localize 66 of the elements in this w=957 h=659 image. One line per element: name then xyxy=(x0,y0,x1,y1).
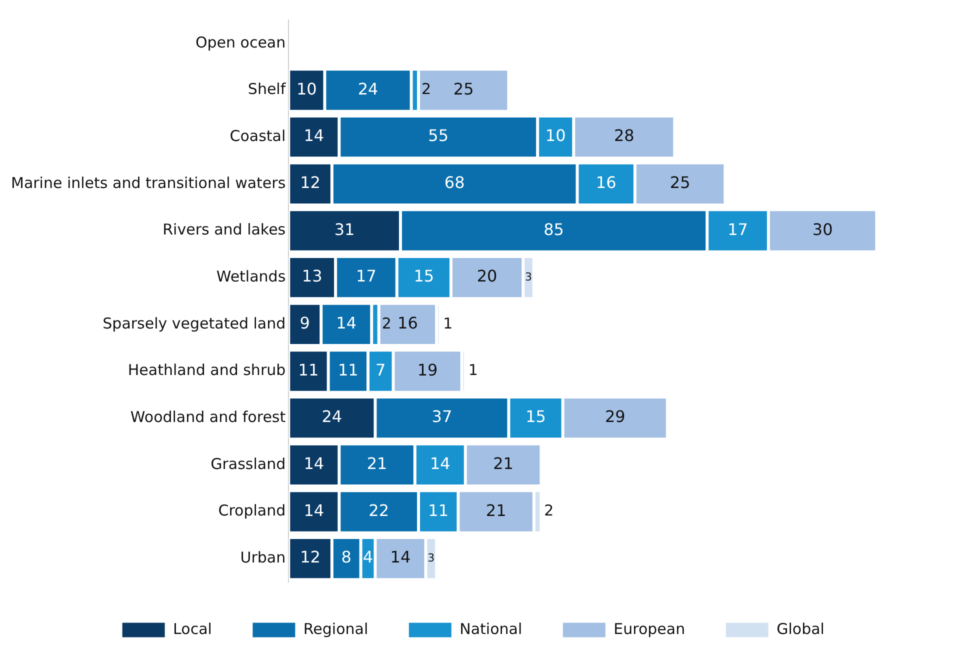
data-label: 14 xyxy=(390,548,411,567)
data-label: 11 xyxy=(428,500,449,520)
y-tick-label: Cropland xyxy=(218,502,286,520)
data-label: 55 xyxy=(428,126,449,146)
data-label: 2 xyxy=(422,80,432,98)
data-label: 17 xyxy=(356,266,376,286)
data-label: 85 xyxy=(544,220,564,239)
data-label: 17 xyxy=(728,220,748,239)
data-label: 22 xyxy=(368,500,390,520)
data-label: 12 xyxy=(300,173,320,192)
data-label: 11 xyxy=(298,360,319,380)
data-label: 25 xyxy=(453,79,474,98)
data-label: 14 xyxy=(304,126,324,146)
data-label: 28 xyxy=(614,126,634,146)
y-tick-label: Marine inlets and transitional waters xyxy=(10,174,286,192)
y-tick-label: Coastal xyxy=(230,126,286,145)
data-label: 31 xyxy=(334,220,355,239)
data-label: 2 xyxy=(544,502,554,520)
data-label: 15 xyxy=(414,266,434,286)
data-label: 9 xyxy=(300,314,310,333)
y-tick-label: Shelf xyxy=(248,80,286,98)
data-label: 24 xyxy=(358,79,378,98)
data-label: 29 xyxy=(604,407,626,426)
legend-label: Regional xyxy=(303,620,368,638)
data-label: 13 xyxy=(302,266,322,286)
data-label: 37 xyxy=(432,407,452,426)
data-label: 4 xyxy=(362,548,374,567)
data-label: 14 xyxy=(430,454,450,474)
data-label: 10 xyxy=(296,79,317,98)
y-tick-label: Rivers and lakes xyxy=(162,220,286,239)
data-label: 20 xyxy=(476,266,498,286)
y-tick-label: Heathland and shrub xyxy=(128,361,286,380)
data-label: 24 xyxy=(322,407,342,426)
data-label: 1 xyxy=(468,361,478,380)
legend-label: Local xyxy=(173,620,212,638)
y-tick-label: Wetlands xyxy=(216,267,286,286)
y-tick-label: Sparsely vegetated land xyxy=(102,314,286,332)
data-label: 8 xyxy=(341,548,352,567)
data-label: 21 xyxy=(366,454,388,474)
data-label: 3 xyxy=(525,270,532,284)
y-tick-label: Woodland and forest xyxy=(130,408,286,426)
data-label: 19 xyxy=(417,360,438,380)
data-label: 7 xyxy=(376,360,386,380)
y-tick-label: Open ocean xyxy=(195,33,286,52)
data-label: 14 xyxy=(304,500,324,520)
data-label: 21 xyxy=(493,454,514,474)
data-label: 14 xyxy=(336,314,357,333)
data-label: 11 xyxy=(338,360,358,380)
data-label: 14 xyxy=(304,454,324,474)
data-label: 16 xyxy=(398,314,418,333)
data-label: 25 xyxy=(670,173,690,192)
data-label: 16 xyxy=(596,173,616,192)
y-tick-label: Grassland xyxy=(210,454,286,473)
legend-label: Global xyxy=(776,620,824,638)
legend-label: European xyxy=(614,620,686,638)
y-tick-label: Urban xyxy=(240,548,286,566)
data-label: 21 xyxy=(486,500,506,520)
data-label: 12 xyxy=(300,548,320,567)
legend-label: National xyxy=(460,620,522,638)
data-label: 68 xyxy=(444,173,465,192)
data-label: 3 xyxy=(428,551,435,564)
data-label: 15 xyxy=(526,407,546,426)
data-label: 30 xyxy=(812,220,833,239)
data-label: 10 xyxy=(545,126,566,146)
data-label: 1 xyxy=(443,314,453,332)
data-label: 2 xyxy=(382,314,392,332)
